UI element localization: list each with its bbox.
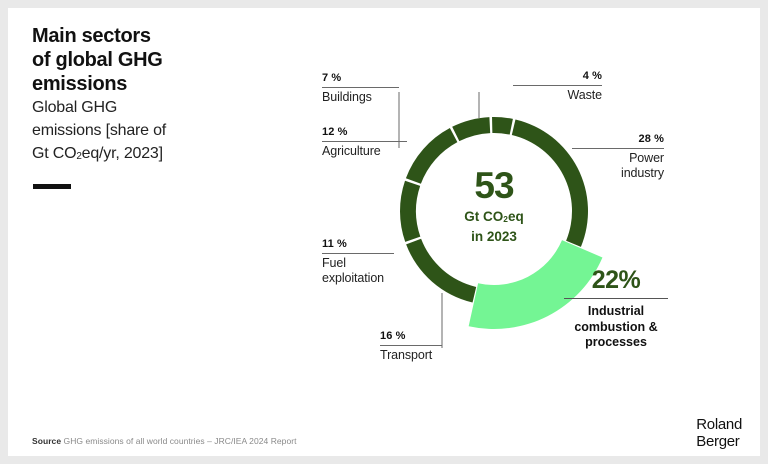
- callout-waste-rule: [513, 85, 602, 86]
- callout-transport-rule: [380, 345, 442, 346]
- callout-agriculture: 12 % Agriculture: [322, 126, 407, 159]
- donut-slice-fuel-exploitation[interactable]: [400, 180, 421, 242]
- logo-line-1: Roland: [696, 416, 742, 433]
- centre-total-value: 53: [474, 165, 514, 206]
- source-text: GHG emissions of all world countries – J…: [63, 436, 297, 446]
- donut-slice-waste[interactable]: [492, 117, 513, 135]
- callout-power-industry: 28 % Power industry: [572, 133, 664, 181]
- logo-line-2: Berger: [696, 433, 740, 450]
- callout-transport: 16 % Transport: [380, 330, 442, 363]
- title-underline-rule: [33, 184, 71, 189]
- source-note: Source GHG emissions of all world countr…: [32, 436, 297, 446]
- callout-buildings-pct: 7 %: [322, 72, 342, 84]
- callout-fuel-pct: 11 %: [322, 238, 347, 250]
- callout-industrial-name-line-2: combustion &: [574, 319, 658, 334]
- callout-agriculture-rule: [322, 141, 407, 142]
- page-subtitle-line-1: Global GHG: [32, 99, 118, 116]
- page-subtitle-line-2: emissions [share of: [32, 122, 167, 139]
- callout-buildings: 7 % Buildings: [322, 72, 399, 105]
- callout-fuel-name-line-2: exploitation: [322, 271, 385, 285]
- callout-power-name-line-2: industry: [621, 166, 664, 180]
- callout-fuel-rule: [322, 253, 394, 254]
- callout-agriculture-pct: 12 %: [322, 126, 348, 138]
- callout-waste-pct: 4 %: [582, 70, 602, 82]
- callout-industrial-name-line-3: processes: [585, 335, 647, 349]
- callout-fuel-exploitation: 11 % Fuel exploitation: [322, 238, 394, 286]
- callout-industrial-combustion: 22% Industrial combustion & processes: [564, 266, 668, 351]
- page-subtitle-line-3: Gt CO2eq/yr, 2023]: [32, 145, 163, 163]
- donut-slice-buildings[interactable]: [452, 117, 491, 142]
- callout-power-pct: 28 %: [638, 133, 664, 145]
- callout-buildings-rule: [322, 87, 399, 88]
- callout-industrial-name-line-1: Industrial: [587, 304, 645, 318]
- headline-block: Main sectors of global GHG emissions Glo…: [32, 24, 262, 168]
- source-label: Source: [32, 436, 62, 446]
- callout-transport-name: Transport: [380, 348, 433, 362]
- callout-fuel-name-line-1: Fuel: [322, 256, 346, 270]
- callout-waste: 4 % Waste: [513, 70, 602, 103]
- slide-canvas: Main sectors of global GHG emissions Glo…: [8, 8, 760, 456]
- centre-year: in 2023: [471, 229, 517, 244]
- callout-power-name-line-1: Power: [629, 151, 664, 165]
- callout-transport-pct: 16 %: [380, 330, 406, 342]
- donut-slice-transport[interactable]: [406, 238, 477, 303]
- page-title-line-1: Main sectors: [32, 25, 151, 47]
- page-title-line-2: of global GHG: [32, 49, 163, 71]
- callout-industrial-rule: [564, 298, 668, 299]
- donut-centre-label: 53 Gt CO2eq in 2023: [424, 167, 564, 245]
- page-title-line-3: emissions: [32, 73, 128, 95]
- centre-unit: Gt CO2eq: [464, 209, 524, 224]
- callout-power-rule: [572, 148, 664, 149]
- callout-buildings-name: Buildings: [322, 90, 372, 104]
- callout-agriculture-name: Agriculture: [322, 144, 381, 158]
- callout-waste-name: Waste: [567, 88, 603, 102]
- roland-berger-logo: Roland Berger: [696, 416, 742, 450]
- callout-industrial-pct: 22%: [591, 266, 641, 294]
